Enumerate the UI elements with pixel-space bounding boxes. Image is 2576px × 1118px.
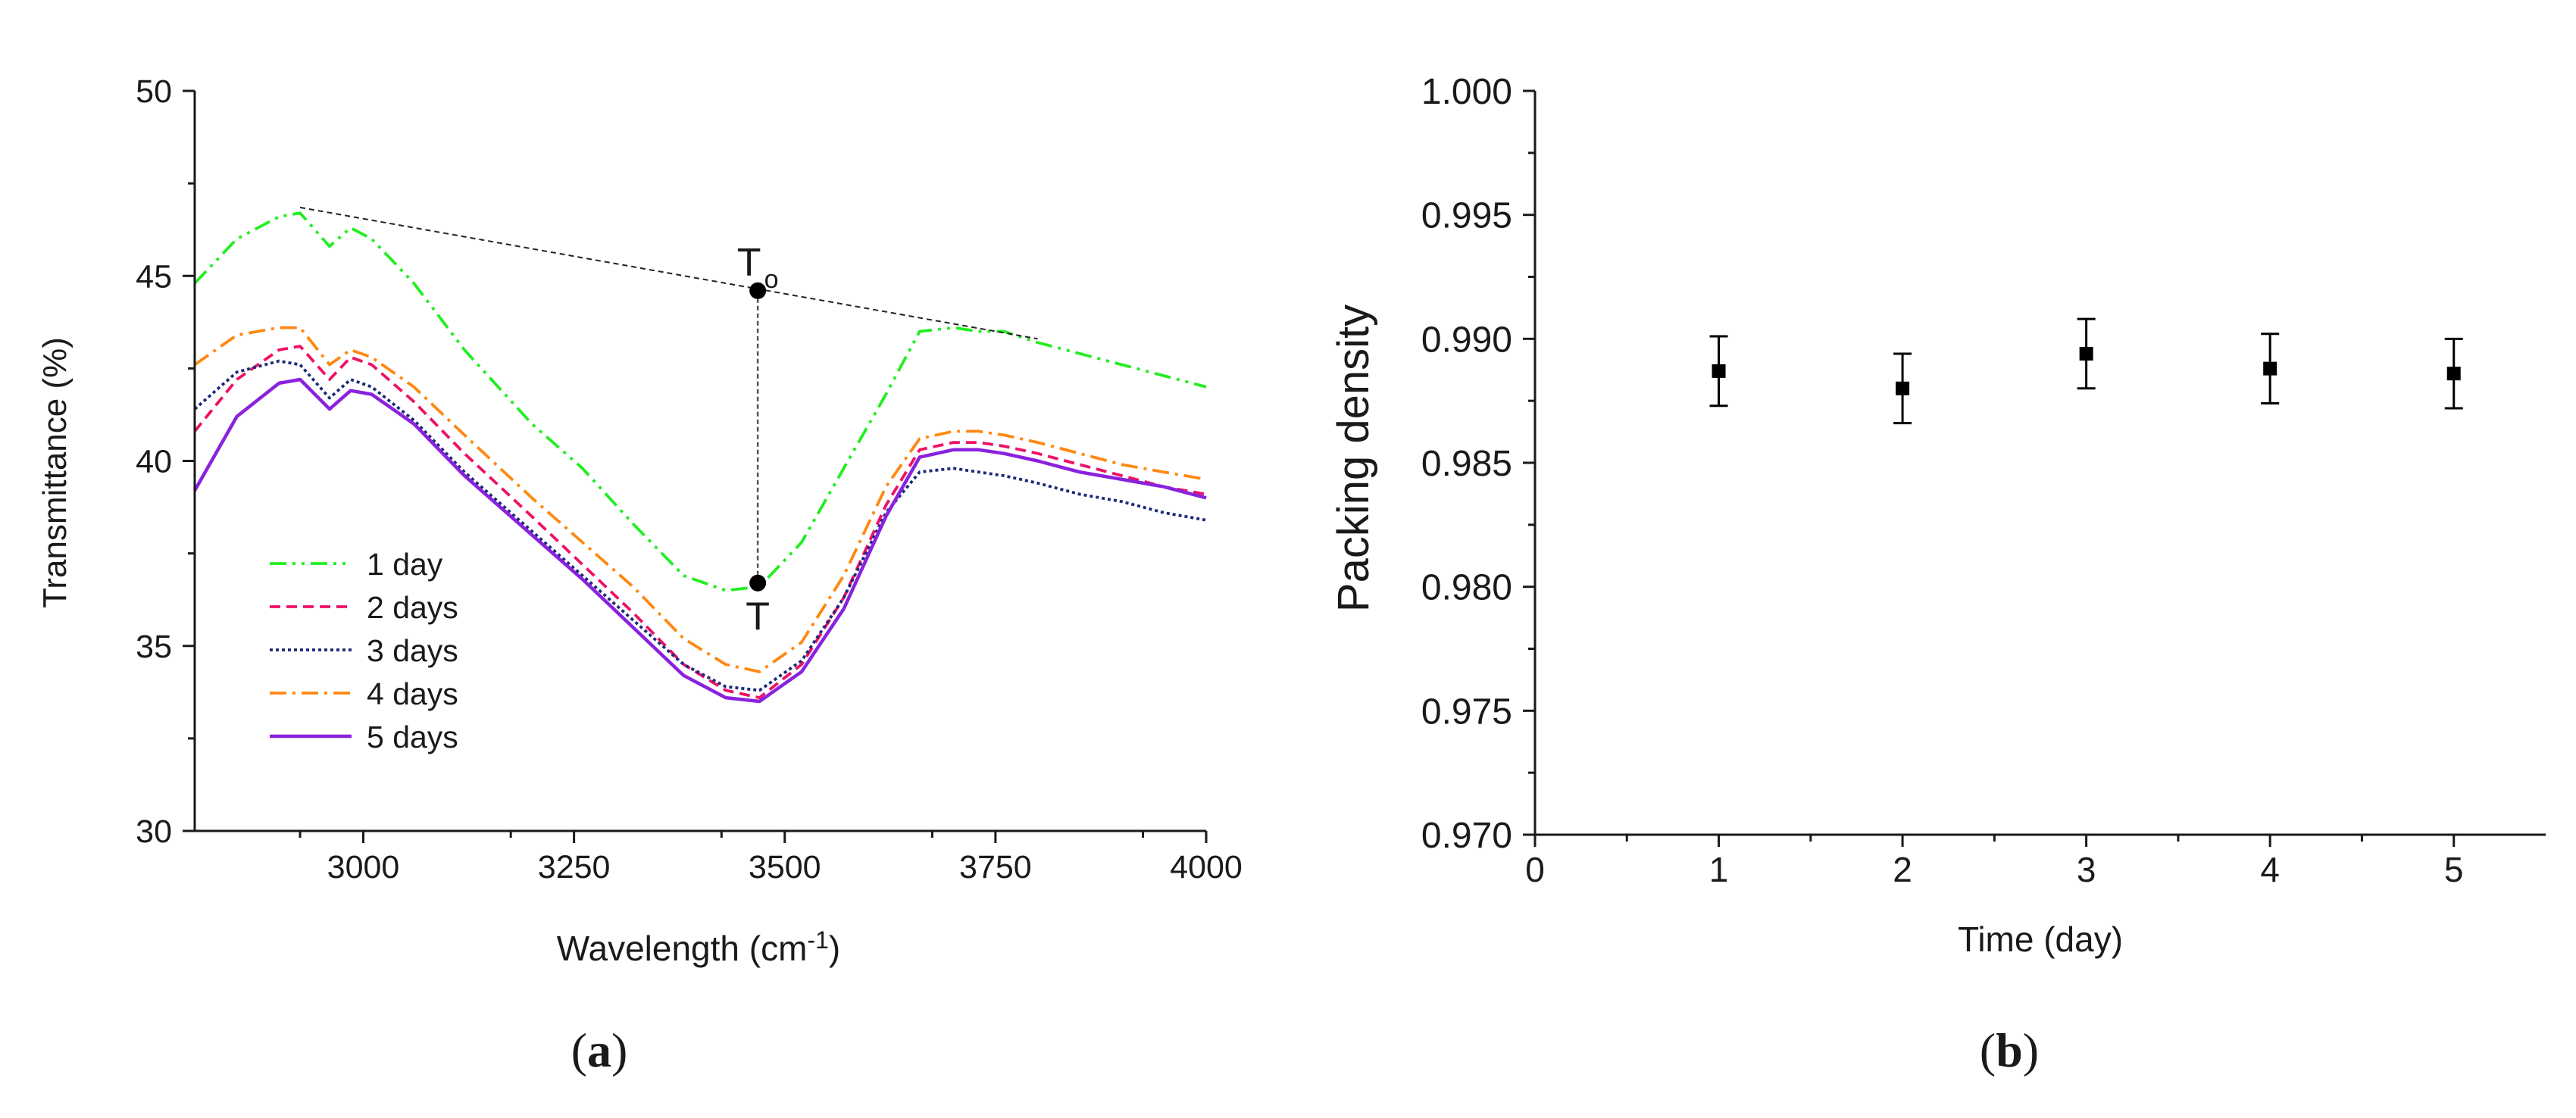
a-y-tick-label: 45 <box>136 258 172 295</box>
a-legend-label: 1 day <box>367 547 443 582</box>
a-x-tick-label: 3250 <box>538 849 611 885</box>
b-data-point <box>1896 381 1910 395</box>
panel-a-axes: 30 35 40 45 50 3000 3250 3500 3750 4000 <box>136 73 1243 885</box>
a-y-tick-label: 50 <box>136 73 172 110</box>
b-data-point <box>2079 346 2093 361</box>
x-axis-label-superscript: -1 <box>807 926 828 954</box>
a-x-tick-label: 4000 <box>1170 849 1243 885</box>
a-series-line-3-days <box>193 359 1207 692</box>
panel-a-y-axis-label: Transmittance (%) <box>36 337 73 608</box>
b-x-tick-label: 4 <box>2260 850 2280 889</box>
panel-a-series-layer <box>193 211 1207 704</box>
a-t0-label-main: T <box>737 241 761 285</box>
panel-a-legend: 1 day 2 days 3 days 4 days 5 days <box>270 547 458 754</box>
a-t0-marker <box>749 282 767 299</box>
panel-a-x-axis-label: Wavelength (cm-1) <box>557 926 840 968</box>
panel-b-y-axis-label: Packing density <box>1329 304 1378 612</box>
a-y-tick-label: 30 <box>136 814 172 850</box>
b-x-tick-label: 2 <box>1893 850 1912 889</box>
b-x-tick-label: 5 <box>2444 850 2464 889</box>
a-x-tick-label: 3000 <box>327 849 400 885</box>
a-series-line-4-days <box>193 326 1207 673</box>
a-t-marker <box>749 574 767 592</box>
panel-b-label-close: ) <box>2023 1023 2039 1077</box>
panel-b-label-letter: b <box>1996 1023 2023 1077</box>
b-data-point <box>1712 364 1726 378</box>
a-t-label: T <box>746 595 770 639</box>
panel-a-label: (a) <box>571 1023 628 1077</box>
x-axis-label-main: Wavelength (cm <box>557 929 808 968</box>
panel-a-label-close: ) <box>611 1023 627 1077</box>
a-y-tick-label: 35 <box>136 629 172 665</box>
b-y-tick-label: 0.975 <box>1421 692 1512 732</box>
panel-b-x-axis-label: Time (day) <box>1958 920 2123 959</box>
b-y-tick-label: 1.000 <box>1421 72 1512 112</box>
b-y-tick-label: 0.980 <box>1421 568 1512 608</box>
b-x-tick-label: 0 <box>1525 850 1545 889</box>
panel-b-points-layer <box>1709 317 2463 425</box>
b-y-tick-label: 0.995 <box>1421 196 1512 236</box>
panel-b-label: (b) <box>1980 1023 2039 1077</box>
a-t0-label-subscript: o <box>764 265 779 294</box>
panel-a-label-open: ( <box>571 1023 587 1077</box>
a-legend-label: 4 days <box>367 676 458 711</box>
a-series-line-1-day <box>193 211 1207 592</box>
b-y-tick-label: 0.990 <box>1421 320 1512 360</box>
a-series-line-5-days <box>193 377 1207 704</box>
a-y-tick-label: 40 <box>136 444 172 480</box>
b-y-tick-label: 0.970 <box>1421 816 1512 856</box>
b-data-point <box>2446 367 2461 381</box>
panel-b-label-open: ( <box>1980 1023 1996 1077</box>
a-x-tick-label: 3750 <box>959 849 1032 885</box>
a-series-line-2-days <box>193 345 1207 699</box>
b-y-tick-label: 0.985 <box>1421 444 1512 484</box>
a-x-tick-label: 3500 <box>749 849 821 885</box>
x-axis-label-close: ) <box>829 929 840 968</box>
a-baseline-line <box>299 206 1038 340</box>
a-legend-label: 5 days <box>367 720 458 754</box>
b-x-tick-label: 1 <box>1709 850 1729 889</box>
panel-b-packing-density-chart: 0.970 0.975 0.980 0.985 0.990 0.995 1.000 0 1 2 3 4… <box>1329 72 2546 1077</box>
b-data-point <box>2263 361 2277 376</box>
a-legend-label: 2 days <box>367 590 458 625</box>
b-x-tick-label: 3 <box>2077 850 2096 889</box>
a-legend-label: 3 days <box>367 633 458 668</box>
panel-b-axes: 0.970 0.975 0.980 0.985 0.990 0.995 1.000 0 1 2 3 4… <box>1421 72 2546 889</box>
panel-a-label-letter: a <box>587 1023 611 1077</box>
